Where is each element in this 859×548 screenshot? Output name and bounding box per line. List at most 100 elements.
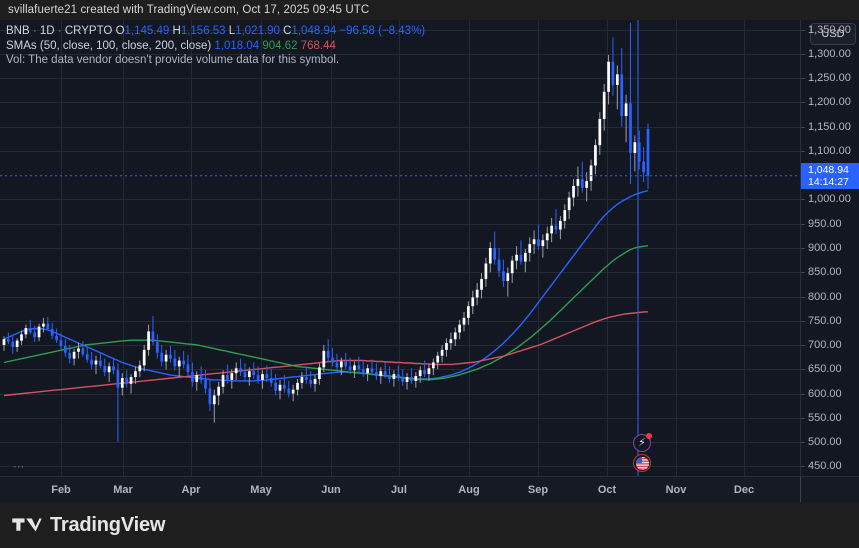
gridline-horizontal: [0, 442, 800, 443]
candle-body: [107, 366, 111, 373]
candle-body: [567, 197, 571, 211]
time-tick-label: Nov: [665, 484, 687, 496]
candle-body: [405, 377, 409, 382]
gridline-horizontal: [0, 466, 800, 467]
candle-body: [339, 361, 343, 368]
candle-body: [134, 371, 137, 378]
sma100-value: 904.62: [262, 39, 298, 52]
low-value: 1,021.90: [235, 25, 280, 37]
candle-body: [94, 360, 98, 365]
candle-body: [515, 254, 518, 261]
candle-body: [602, 91, 606, 119]
price-tick-mark: [801, 102, 805, 103]
candle-body: [116, 370, 120, 388]
open-value: 1,145.49: [124, 25, 170, 37]
candle-body: [195, 375, 199, 382]
price-tick-mark: [801, 369, 805, 370]
gridline-horizontal: [0, 224, 800, 225]
candle-body: [2, 339, 6, 346]
candle-body: [68, 352, 72, 359]
candle-body: [493, 248, 497, 260]
candle-body: [212, 395, 216, 405]
price-tick-label: 500.00: [801, 436, 859, 449]
candle-body: [20, 334, 23, 341]
candle-body: [545, 233, 549, 241]
price-tick-label: 950.00: [801, 218, 859, 231]
high-value: 1,156.53: [180, 25, 226, 37]
candle-body: [296, 382, 299, 390]
candle-body: [142, 349, 146, 366]
chart-pane[interactable]: BNB · 1D · CRYPTO O1,145.49 H1,156.53 L1…: [0, 20, 800, 476]
legend-sep-1: ·: [32, 25, 37, 37]
gridline-vertical: [744, 20, 745, 476]
candle-body: [63, 345, 67, 353]
candle-body: [559, 220, 562, 230]
gridline-horizontal: [0, 102, 800, 103]
price-tick-mark: [801, 78, 805, 79]
attribution-bar: svillafuerte21 created with TradingView.…: [0, 0, 859, 20]
volume-unavailable-note: Vol: The data vendor doesn't provide vol…: [6, 54, 340, 66]
candle-body: [510, 260, 514, 274]
candle-body: [120, 378, 124, 388]
candle-body: [37, 326, 41, 338]
legend-sma-row[interactable]: SMAs (50, close, 100, close, 200, close)…: [6, 39, 426, 54]
candle-body: [598, 118, 602, 146]
price-scale[interactable]: USD 1,350.00 1,300.00 1,250.00 1,200.00 1,15…: [800, 20, 859, 476]
candle-body: [620, 74, 624, 117]
candle-body: [125, 378, 129, 384]
candle-body: [7, 339, 10, 342]
candle-body: [353, 365, 356, 371]
change-percent: (−8.43%): [378, 25, 426, 37]
candle-body: [366, 368, 369, 374]
price-tick-mark: [801, 394, 805, 395]
sma-indicator-label[interactable]: SMAs (50, close, 100, close, 200, close): [6, 39, 212, 52]
price-tick-text: 950.00: [808, 218, 842, 230]
time-tick-label: Apr: [181, 484, 201, 496]
price-tick-mark: [801, 297, 805, 298]
candle-body: [326, 350, 330, 358]
gridline-horizontal: [0, 418, 800, 419]
us-economic-calendar-badge[interactable]: [633, 454, 651, 472]
price-tick-label: 600.00: [801, 388, 859, 401]
close-value: 1,048.94: [291, 25, 337, 37]
candle-body: [204, 379, 207, 389]
time-scale-divider: [800, 477, 801, 503]
price-tick-text: 700.00: [808, 339, 842, 351]
pane-more-dots-icon[interactable]: ⋯: [13, 461, 25, 473]
candle-body: [418, 370, 422, 377]
price-tick-mark: [801, 127, 805, 128]
current-price-tag: 1,048.94 14:14:27: [801, 163, 859, 189]
economic-event-badge[interactable]: ⚡: [633, 433, 652, 452]
candle-body: [383, 371, 387, 376]
candle-body: [453, 332, 457, 340]
us-flag-icon: [635, 456, 649, 470]
candle-body: [572, 185, 575, 198]
candle-body: [33, 332, 37, 338]
candle-body: [440, 349, 444, 356]
price-tick-mark: [801, 54, 805, 55]
candle-body: [475, 289, 479, 298]
candle-body: [239, 368, 242, 373]
price-tick-label: 800.00: [801, 291, 859, 304]
candle-body: [50, 329, 54, 336]
tradingview-logo[interactable]: TradingView: [0, 514, 165, 537]
candle-body: [247, 371, 251, 378]
candle-body: [401, 378, 405, 382]
legend-symbol[interactable]: BNB: [6, 25, 30, 37]
price-tick-mark: [801, 466, 805, 467]
candle-body: [177, 360, 181, 367]
legend-symbol-row[interactable]: BNB · 1D · CRYPTO O1,145.49 H1,156.53 L1…: [6, 24, 426, 39]
price-plot: [0, 20, 800, 476]
currency-badge[interactable]: USD: [810, 23, 856, 45]
time-tick-label: Aug: [458, 484, 480, 496]
time-scale[interactable]: Feb Mar Apr May Jun Jul Aug Sep Oct Nov Dec: [0, 476, 859, 503]
candle-body: [155, 342, 159, 353]
legend-interval[interactable]: 1D: [39, 25, 55, 37]
candle-body: [388, 375, 391, 379]
low-key: L: [228, 25, 236, 37]
candle-body: [392, 374, 396, 379]
gridline-horizontal: [0, 151, 800, 152]
gridline-horizontal: [0, 199, 800, 200]
time-tick-label: Jul: [391, 484, 407, 496]
